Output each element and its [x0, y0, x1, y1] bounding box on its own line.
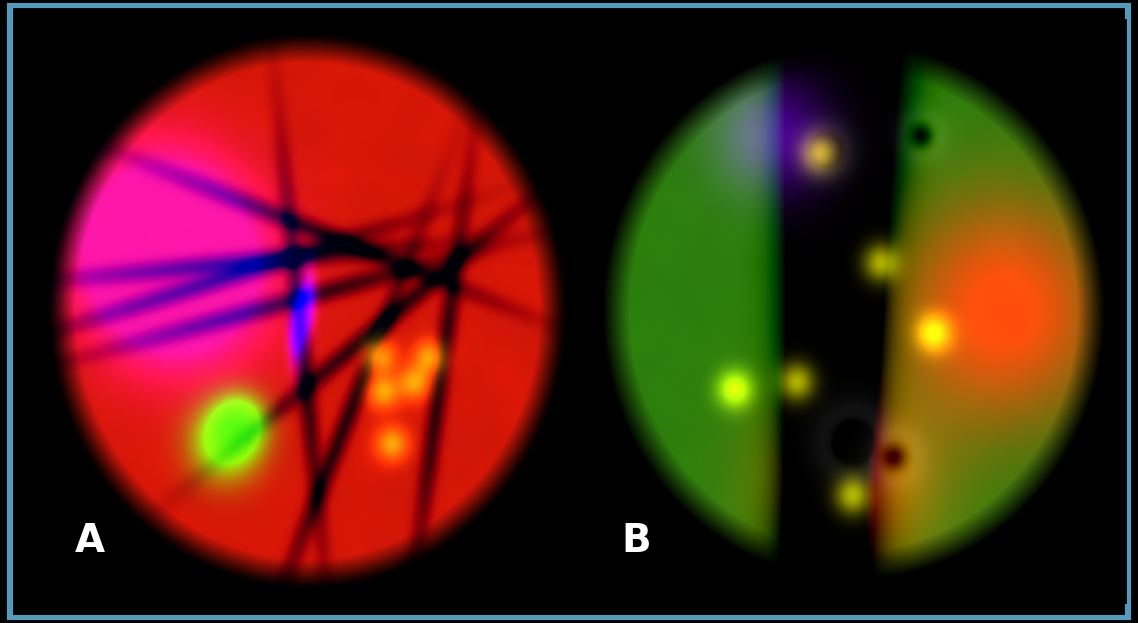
Text: B: B — [621, 521, 651, 559]
Text: A: A — [75, 521, 105, 559]
